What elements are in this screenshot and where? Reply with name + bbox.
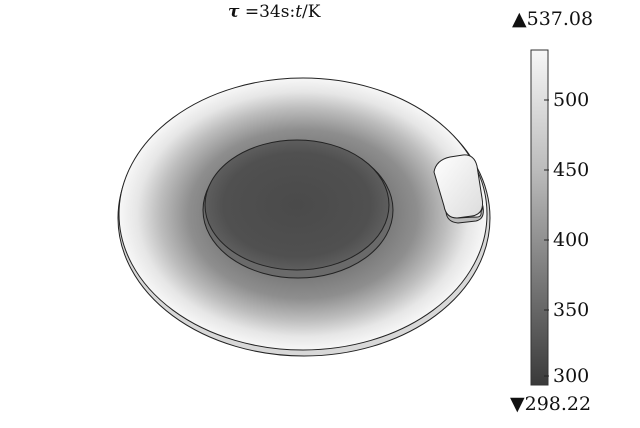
tick-label-300: 300 <box>553 365 590 387</box>
colorbar-ticks <box>544 99 549 377</box>
title-tau: τ <box>228 2 240 22</box>
title-var: t <box>295 2 303 22</box>
colorbar-min-label: ▼298.22 <box>510 393 592 415</box>
title-unit: /K <box>302 2 321 22</box>
tick-label-350: 350 <box>553 299 590 321</box>
colorbar <box>530 49 549 386</box>
plot-title: τ =34s:t/K <box>228 2 320 22</box>
colorbar-max-label: ▲537.08 <box>512 8 594 30</box>
tick-label-500: 500 <box>553 89 590 111</box>
inner-disc <box>204 139 390 271</box>
tick-label-400: 400 <box>553 229 590 251</box>
heat-source <box>433 154 483 219</box>
title-rest: =34s: <box>239 2 296 22</box>
tick-label-450: 450 <box>553 159 590 181</box>
